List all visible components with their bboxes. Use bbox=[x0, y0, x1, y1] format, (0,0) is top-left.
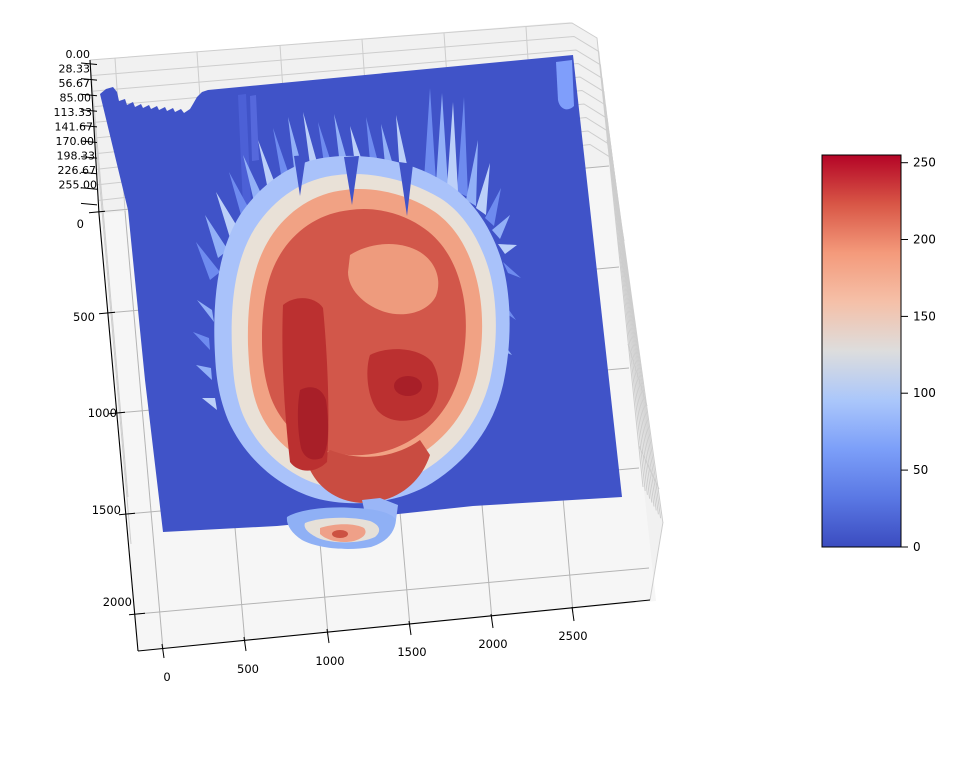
x-tick-label: 2000 bbox=[478, 637, 507, 651]
z-tick-label: 0.00 bbox=[66, 48, 91, 61]
z-tick-label: 255.00 bbox=[59, 179, 98, 192]
y-axis-line bbox=[98, 213, 139, 652]
axis-lines bbox=[89, 59, 651, 652]
x-axis-line bbox=[137, 599, 651, 652]
colorbar-tick-label: 0 bbox=[913, 540, 921, 554]
colorbar: 0 50 100 150 200 250 bbox=[821, 154, 936, 554]
core-darkest-spot bbox=[394, 376, 422, 396]
surface-hanging-lobe bbox=[286, 498, 398, 549]
surface-edge-sliver bbox=[556, 60, 574, 110]
x-axis: 0 500 1000 1500 2000 2500 bbox=[161, 606, 588, 684]
patch-salmon-light bbox=[348, 244, 439, 315]
colorbar-gradient bbox=[821, 154, 902, 548]
x-tick-label: 500 bbox=[237, 662, 259, 676]
z-tick-label: 85.00 bbox=[60, 92, 92, 105]
z-tick-label: 28.33 bbox=[59, 63, 91, 76]
surface bbox=[100, 55, 622, 549]
z-tick-label: 198.33 bbox=[57, 150, 96, 163]
y-tick-label: 500 bbox=[73, 310, 95, 324]
z-tick-label: 141.67 bbox=[55, 121, 94, 134]
colorbar-tick-marks bbox=[901, 162, 908, 548]
surface-faint-streaks bbox=[238, 94, 259, 206]
x-tick-label: 1500 bbox=[397, 645, 426, 659]
z-tick-marks bbox=[80, 62, 98, 206]
dome-blue-notches bbox=[294, 155, 413, 216]
y-tick-marks bbox=[88, 210, 146, 616]
colorbar-tick-label: 200 bbox=[913, 233, 936, 247]
x-tick-label: 1000 bbox=[315, 654, 344, 668]
colorbar-tick-label: 250 bbox=[913, 156, 936, 170]
surface-peak-region bbox=[214, 155, 510, 504]
x-tick-label: 2500 bbox=[558, 629, 587, 643]
z-tick-label: 226.67 bbox=[58, 164, 97, 177]
y-tick-label: 1500 bbox=[92, 503, 121, 517]
z-axis-line bbox=[89, 59, 100, 215]
z-tick-label: 170.00 bbox=[56, 135, 95, 148]
z-tick-label: 113.33 bbox=[54, 106, 93, 119]
core-darkest bbox=[297, 387, 329, 460]
colorbar-tick-label: 150 bbox=[913, 309, 936, 323]
x-tick-label: 0 bbox=[163, 670, 170, 684]
x-tick-marks bbox=[161, 606, 575, 659]
z-tick-label: 56.67 bbox=[59, 77, 91, 90]
colorbar-tick-label: 100 bbox=[913, 386, 936, 400]
band-red-chin bbox=[310, 440, 430, 503]
y-axis: 0 500 1000 1500 2000 bbox=[73, 210, 146, 616]
colorbar-tick-label: 50 bbox=[913, 463, 928, 477]
z-axis: 0.00 28.33 56.67 85.00 113.33 141.67 170… bbox=[54, 48, 98, 206]
y-tick-label: 1000 bbox=[88, 406, 117, 420]
y-tick-label: 0 bbox=[77, 217, 84, 231]
y-tick-label: 2000 bbox=[103, 595, 132, 609]
